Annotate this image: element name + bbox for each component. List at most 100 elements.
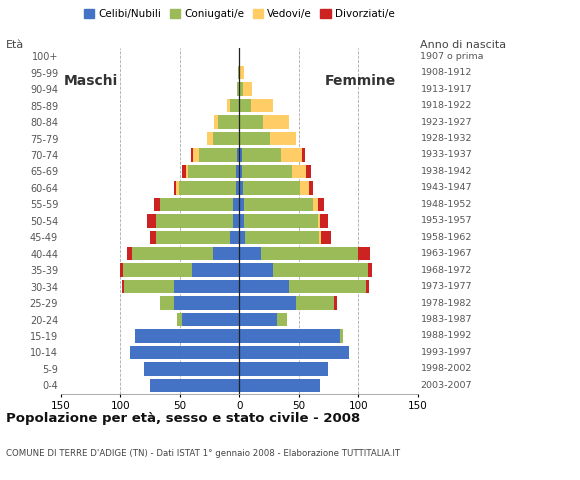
Bar — [243, 181, 300, 194]
Bar — [263, 115, 289, 129]
Bar — [239, 280, 289, 293]
Text: 1913-1917: 1913-1917 — [420, 84, 472, 94]
Text: COMUNE DI TERRE D'ADIGE (TN) - Dati ISTAT 1° gennaio 2008 - Elaborazione TUTTITA: COMUNE DI TERRE D'ADIGE (TN) - Dati ISTA… — [6, 449, 400, 458]
Text: 1988-1992: 1988-1992 — [420, 332, 472, 340]
Bar — [334, 296, 337, 310]
Text: 1983-1987: 1983-1987 — [420, 315, 472, 324]
Bar — [123, 264, 191, 277]
Bar — [239, 247, 260, 261]
Bar — [121, 264, 123, 277]
Text: 1953-1957: 1953-1957 — [420, 216, 472, 225]
Bar — [239, 99, 251, 112]
Bar — [188, 165, 235, 178]
Bar — [241, 66, 244, 79]
Bar — [239, 329, 340, 343]
Bar — [251, 99, 273, 112]
Bar — [199, 148, 237, 162]
Bar — [239, 66, 241, 79]
Bar — [156, 230, 230, 244]
Bar — [320, 214, 328, 228]
Text: Anno di nascita: Anno di nascita — [420, 40, 506, 50]
Bar — [277, 313, 287, 326]
Bar — [227, 99, 230, 112]
Bar — [237, 83, 239, 96]
Bar — [239, 83, 243, 96]
Bar — [367, 280, 369, 293]
Text: Femmine: Femmine — [325, 74, 396, 88]
Bar — [358, 247, 370, 261]
Bar — [239, 49, 241, 63]
Bar — [233, 198, 239, 211]
Text: 1978-1982: 1978-1982 — [420, 299, 472, 308]
Bar — [302, 148, 304, 162]
Text: 1938-1942: 1938-1942 — [420, 167, 472, 176]
Bar — [179, 181, 235, 194]
Bar — [281, 148, 302, 162]
Bar — [207, 132, 213, 145]
Text: 1933-1937: 1933-1937 — [420, 150, 472, 159]
Bar — [239, 264, 273, 277]
Bar — [260, 247, 358, 261]
Bar — [239, 313, 277, 326]
Bar — [321, 230, 331, 244]
Bar — [239, 362, 328, 376]
Bar — [239, 230, 245, 244]
Bar — [182, 165, 186, 178]
Text: 1958-1962: 1958-1962 — [420, 233, 472, 242]
Bar — [244, 198, 313, 211]
Bar — [160, 296, 174, 310]
Text: Età: Età — [6, 40, 24, 50]
Text: 1973-1977: 1973-1977 — [420, 282, 472, 291]
Bar — [233, 214, 239, 228]
Bar — [239, 115, 263, 129]
Text: 1968-1972: 1968-1972 — [420, 265, 472, 275]
Bar — [289, 280, 367, 293]
Bar — [340, 329, 343, 343]
Legend: Celibi/Nubili, Coniugati/e, Vedovi/e, Divorziati/e: Celibi/Nubili, Coniugati/e, Vedovi/e, Di… — [79, 5, 399, 23]
Bar — [242, 165, 292, 178]
Text: 1948-1952: 1948-1952 — [420, 200, 472, 209]
Bar — [174, 296, 239, 310]
Bar — [144, 362, 239, 376]
Bar — [239, 165, 242, 178]
Bar — [243, 83, 252, 96]
Text: 1918-1922: 1918-1922 — [420, 101, 472, 110]
Bar — [176, 181, 179, 194]
Text: Popolazione per età, sesso e stato civile - 2008: Popolazione per età, sesso e stato civil… — [6, 412, 360, 425]
Bar — [177, 313, 182, 326]
Bar — [244, 214, 318, 228]
Text: 1963-1967: 1963-1967 — [420, 249, 472, 258]
Bar — [237, 148, 239, 162]
Bar — [213, 132, 239, 145]
Bar — [239, 214, 244, 228]
Bar — [239, 379, 320, 392]
Bar — [235, 165, 239, 178]
Bar — [318, 214, 320, 228]
Bar — [292, 165, 306, 178]
Text: 1943-1947: 1943-1947 — [420, 183, 472, 192]
Bar — [309, 181, 313, 194]
Bar — [132, 247, 213, 261]
Bar — [239, 296, 296, 310]
Bar — [193, 148, 199, 162]
Bar — [130, 346, 239, 359]
Bar — [230, 99, 239, 112]
Bar — [300, 181, 309, 194]
Bar — [214, 115, 218, 129]
Text: Maschi: Maschi — [63, 74, 118, 88]
Bar — [235, 181, 239, 194]
Bar — [213, 247, 239, 261]
Bar — [156, 214, 233, 228]
Bar — [190, 148, 193, 162]
Bar — [238, 66, 239, 79]
Bar — [147, 214, 156, 228]
Bar — [128, 247, 132, 261]
Bar — [313, 198, 318, 211]
Bar — [186, 165, 188, 178]
Bar — [296, 296, 334, 310]
Text: 1907 o prima: 1907 o prima — [420, 52, 484, 61]
Bar — [174, 181, 176, 194]
Bar — [150, 379, 239, 392]
Text: 1993-1997: 1993-1997 — [420, 348, 472, 357]
Bar — [230, 230, 239, 244]
